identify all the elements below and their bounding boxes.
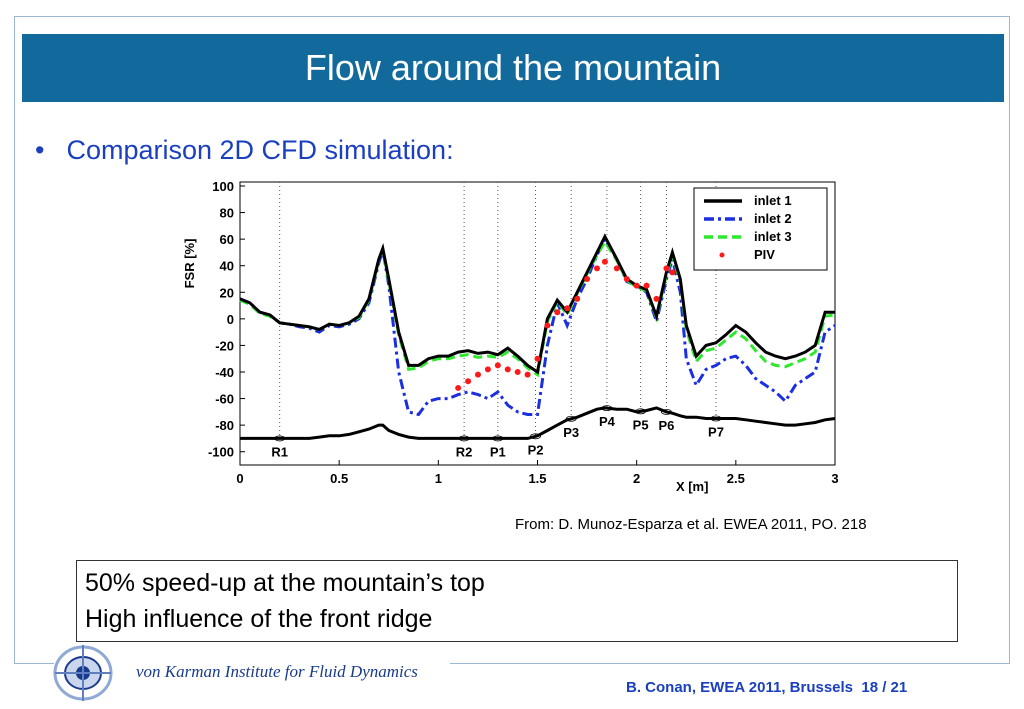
series-line (239, 233, 835, 375)
annotation: P4 (599, 414, 616, 429)
y-tick-label: -80 (215, 418, 234, 433)
title: Flow around the mountain (22, 34, 1004, 102)
series-line (239, 238, 836, 378)
legend-label: PIV (754, 247, 775, 262)
piv-point (524, 371, 531, 378)
notes-box: 50% speed-up at the mountain’s top High … (76, 560, 958, 642)
piv-point (643, 282, 650, 289)
piv-point (584, 275, 591, 282)
piv-point (613, 265, 620, 272)
piv-point (653, 295, 660, 302)
x-tick-label: 2 (633, 471, 640, 486)
piv-point (514, 368, 521, 375)
piv-point (465, 378, 472, 385)
y-tick-label: 40 (220, 259, 234, 274)
x-tick-label: 2.5 (727, 471, 745, 486)
x-tick-label: 0.5 (330, 471, 348, 486)
x-tick-label: 1 (435, 471, 442, 486)
footer-citation: B. Conan, EWEA 2011, Brussels 18 / 21 (626, 679, 907, 696)
piv-point (633, 282, 640, 289)
y-tick-label: -40 (215, 365, 234, 380)
legend-label: inlet 1 (754, 193, 792, 208)
piv-point (494, 362, 501, 369)
annotation: R2 (456, 444, 473, 459)
x-tick-label: 3 (831, 471, 838, 486)
source: From: D. Munoz-Esparza et al. EWEA 2011,… (515, 516, 867, 533)
y-tick-label: -20 (215, 338, 234, 353)
piv-point (663, 265, 670, 272)
annotation: P1 (490, 444, 506, 459)
x-axis-label: X [m] (676, 479, 709, 494)
legend-label: inlet 2 (754, 211, 792, 226)
y-tick-label: 20 (220, 285, 234, 300)
frame (450, 663, 1010, 664)
citation: B. Conan, EWEA 2011, Brussels (626, 679, 854, 696)
y-axis-label: FSR [%] (182, 239, 197, 289)
piv-point (554, 309, 561, 316)
piv-point (594, 265, 600, 272)
y-tick-label: 0 (227, 312, 234, 327)
y-tick-label: -60 (215, 392, 234, 407)
piv-point (475, 371, 481, 378)
piv-point (544, 322, 551, 329)
piv-point (534, 355, 541, 362)
logo (53, 645, 113, 701)
piv-point (601, 258, 608, 265)
y-tick-label: 100 (212, 179, 234, 194)
bullet-text: Comparison 2D CFD simulation: (66, 135, 454, 165)
piv-point (623, 275, 630, 282)
x-tick-label: 0 (236, 471, 243, 486)
annotation: P7 (708, 424, 724, 439)
annotation: P2 (528, 442, 544, 457)
note: High influence of the front ridge (85, 605, 433, 633)
frame (14, 663, 54, 664)
page-number: 18 / 21 (861, 679, 908, 696)
note: 50% speed-up at the mountain’s top (85, 569, 485, 597)
annotation: R1 (271, 444, 288, 459)
annotation: P6 (658, 418, 674, 433)
piv-point (564, 305, 571, 312)
piv-point (574, 295, 581, 302)
piv-point (484, 366, 491, 373)
legend-label: inlet 3 (754, 229, 792, 244)
piv-point (669, 269, 676, 276)
terrain-line (240, 406, 836, 440)
legend-swatch (719, 252, 725, 258)
x-tick-label: 1.5 (528, 471, 546, 486)
frame (14, 16, 15, 664)
y-tick-label: -100 (208, 445, 234, 460)
bullet: Comparison 2D CFD simulation: (35, 135, 454, 166)
frame (14, 16, 1010, 17)
institute: von Karman Institute for Fluid Dynamics (136, 662, 418, 681)
piv-point (455, 384, 462, 391)
y-tick-label: 60 (220, 232, 234, 247)
annotation: P5 (633, 417, 649, 432)
chart: -100 -80 -60 -40 -20 0 20 40 60 80 100 0 0.5 1 1.5 2 2.5… (182, 179, 839, 494)
y-tick-label: 80 (220, 206, 234, 221)
annotation: P3 (563, 425, 579, 440)
piv-point (504, 366, 511, 373)
frame (1009, 16, 1010, 664)
